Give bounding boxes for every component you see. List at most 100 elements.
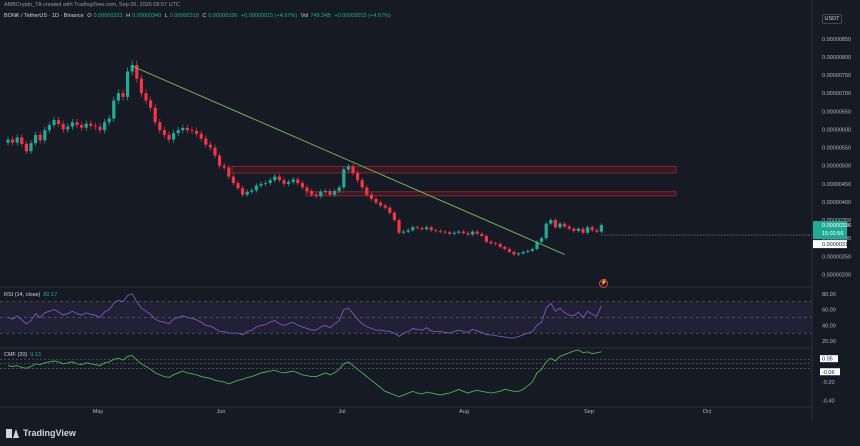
candle-body (52, 120, 56, 126)
rsi-axis-tick: 80.00 (822, 292, 836, 298)
candle-body (305, 187, 309, 192)
candle-body (576, 228, 580, 231)
candle-body (411, 227, 415, 231)
candle-body (360, 180, 364, 188)
candle-body (434, 230, 438, 231)
low-price-badge (813, 240, 847, 249)
currency-selector[interactable]: USDT (822, 14, 842, 24)
price-axis-tick: 0.00000400 (822, 200, 851, 206)
candle-body (517, 253, 521, 255)
cmf-legend[interactable]: CMF (20) 0.13 (4, 352, 41, 358)
rsi-legend[interactable]: RSI (14, close) 82.17 (4, 292, 57, 298)
tradingview-brand-text: TradingView (23, 428, 76, 438)
candle-body (438, 230, 442, 232)
candle-body (112, 100, 116, 119)
candle-body (107, 118, 111, 123)
cmf-secondary-label: -0.06 (822, 370, 835, 376)
candle-body (139, 78, 143, 94)
candle-body (34, 134, 38, 144)
lightning-icon[interactable]: ⚡ (599, 279, 608, 288)
candle-body (126, 71, 130, 97)
candle-body (264, 183, 268, 184)
candle-body (153, 107, 157, 123)
candle-body (116, 93, 120, 101)
cmf-axis-tick: -0.20 (822, 380, 835, 386)
candle-body (544, 223, 548, 239)
cmf-current-badge (820, 355, 838, 363)
cmf-value: 0.13 (30, 352, 41, 358)
candle-body (135, 64, 139, 79)
tradingview-logo-icon (6, 428, 20, 438)
candle-body (208, 144, 212, 148)
time-axis-tick: Jul (338, 409, 345, 415)
candle-body (75, 122, 79, 126)
candle-body (144, 93, 148, 101)
candle-body (241, 188, 245, 195)
candle-body (383, 205, 387, 208)
candle-body (333, 191, 337, 195)
candle-body (300, 183, 304, 188)
candle-body (24, 143, 28, 152)
symbol-label[interactable]: BONK / TetherUS · 1D · Binance (4, 13, 84, 19)
candle-body (273, 176, 277, 181)
candle-body (452, 232, 456, 234)
candle-body (227, 167, 231, 177)
price-axis-tick: 0.00000450 (822, 182, 851, 188)
candle-body (461, 231, 465, 234)
candle-body (484, 235, 488, 242)
low-price-label: 0.00000318 (822, 242, 851, 248)
candle-body (282, 180, 286, 184)
countdown-label: 15:02:56 (822, 231, 843, 237)
candle-body (199, 133, 203, 139)
volume-value: 749.34B (310, 13, 331, 19)
candle-body (448, 232, 452, 234)
candle-body (590, 227, 594, 231)
rsi-line (7, 293, 602, 339)
ohlc-close-value: 0.00000336 (208, 13, 238, 19)
candle-body (103, 122, 107, 131)
candle-body (480, 233, 484, 236)
rsi-axis-tick: 20.00 (822, 339, 836, 345)
candle-body (402, 231, 406, 233)
price-axis-tick: 0.00000200 (822, 272, 851, 278)
candle-body (388, 207, 392, 213)
tradingview-logo[interactable]: TradingView (6, 428, 76, 438)
candle-body (310, 191, 314, 195)
price-axis-tick: 0.00000750 (822, 73, 851, 79)
candle-body (287, 181, 291, 184)
candle-body (15, 137, 19, 143)
candle-body (181, 128, 185, 131)
last-price-label: 0.00000336 (822, 223, 851, 229)
candle-body (250, 190, 254, 192)
candle-body (540, 238, 544, 242)
candle-body (222, 165, 226, 168)
rsi-name: RSI (14, close) (4, 292, 41, 298)
candle-body (172, 133, 176, 140)
candle-body (195, 130, 199, 134)
price-axis-tick: 0.00000700 (822, 91, 851, 97)
time-axis-tick: Jun (217, 409, 226, 415)
candle-body (365, 187, 369, 195)
ohlc-low-label: L (164, 13, 168, 19)
candle-body (66, 126, 70, 130)
candle-body (162, 130, 166, 135)
symbol-ohlc-bar: BONK / TetherUS · 1D · Binance O 0.000003… (4, 13, 393, 19)
candle-body (489, 241, 493, 244)
time-axis-tick: Sep (584, 409, 594, 415)
candle-body (406, 230, 410, 232)
candle-body (392, 212, 396, 221)
cmf-current-label: 0.05 (822, 357, 833, 363)
change-extra-value: +0.00000015 (+4.67%) (334, 13, 391, 19)
candle-body (374, 199, 378, 203)
ohlc-low-value: 0.00000318 (169, 13, 199, 19)
rsi-axis-tick: 60.00 (822, 308, 836, 314)
candle-body (595, 230, 599, 232)
candle-body (397, 220, 401, 233)
price-axis-tick: 0.00000300 (822, 236, 851, 242)
time-axis-tick: Aug (459, 409, 469, 415)
candle-body (535, 241, 539, 250)
price-axis-tick: 0.00000500 (822, 164, 851, 170)
candle-body (356, 172, 360, 181)
